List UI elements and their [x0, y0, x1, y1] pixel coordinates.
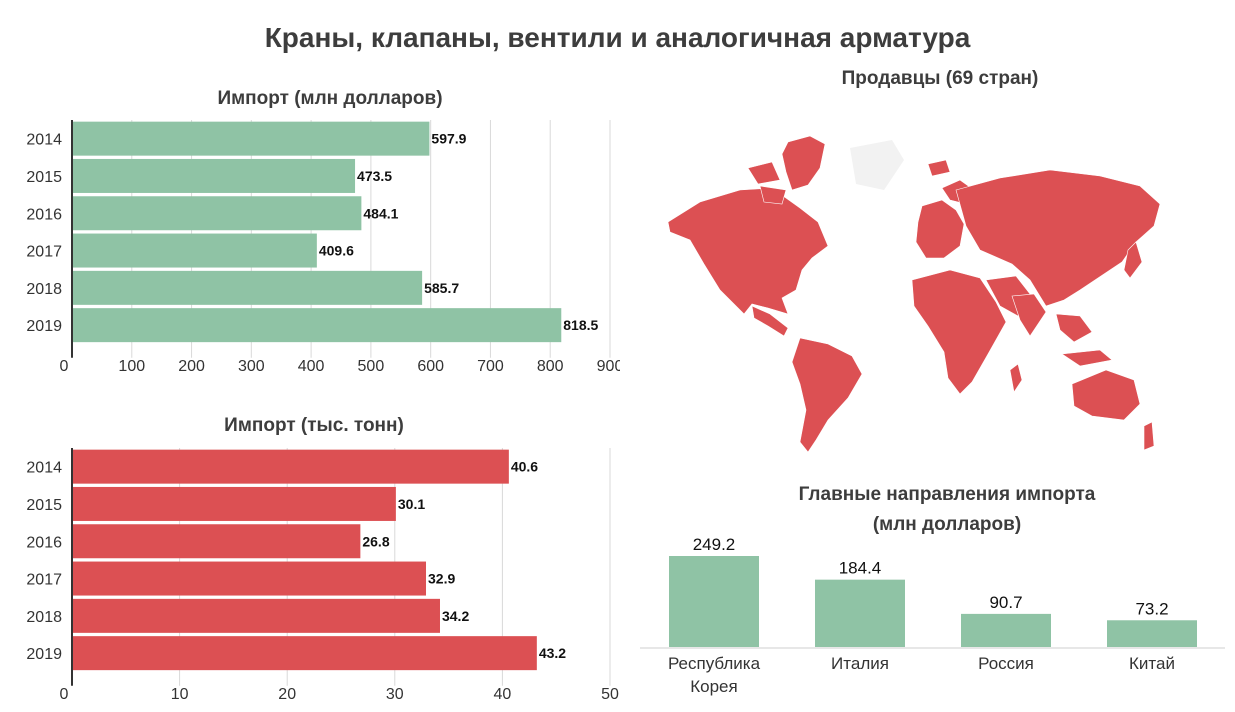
sources-category-label: Россия: [978, 654, 1034, 673]
import-value-chart-title: Импорт (млн долларов): [217, 88, 443, 109]
sellers-map-region: [1009, 363, 1023, 393]
sources-value-label: 184.4: [839, 559, 882, 578]
sellers-map-region: [915, 199, 965, 259]
import-volume-category-label: 2019: [26, 646, 62, 663]
sellers-map-region: [1123, 241, 1143, 279]
import-value-tick-label: 900: [597, 358, 620, 375]
import-value-value-label: 473.5: [357, 168, 392, 184]
import-value-bar: [72, 158, 356, 193]
sources-category-label: Республика: [668, 654, 761, 673]
import-value-bar: [72, 270, 423, 305]
import-volume-tick-label: 10: [171, 686, 189, 703]
import-value-category-label: 2018: [26, 281, 62, 298]
import-volume-value-label: 32.9: [428, 571, 455, 587]
import-sources-chart: 249.2 Республика Корея 184.4 Италия 90.7 Росси…: [640, 535, 1225, 696]
sources-value-label: 249.2: [693, 535, 736, 554]
import-volume-bar: [72, 449, 509, 484]
world-map: [667, 135, 1161, 453]
import-volume-tick-label: 0: [60, 686, 69, 703]
import-value-value-label: 597.9: [431, 131, 466, 147]
sources-category-label: Италия: [831, 654, 889, 673]
sources-bar: [669, 556, 759, 647]
import-volume-bar: [72, 524, 361, 559]
import-volume-value-label: 34.2: [442, 608, 469, 624]
sellers-map-region: [751, 305, 789, 337]
sellers-map-region: [781, 135, 826, 191]
sellers-map-region: [759, 185, 787, 205]
import-value-category-label: 2014: [26, 132, 62, 149]
import-volume-chart-title: Импорт (тыс. тонн): [224, 415, 404, 436]
import-value-bar: [72, 121, 430, 156]
import-value-category-label: 2016: [26, 206, 62, 223]
sellers-map-land: [667, 135, 1161, 453]
import-value-chart: 0 100 200 300 400 500 600 700 800 900 2014 597.9 201…: [26, 120, 620, 375]
import-value-value-label: 409.6: [319, 243, 354, 259]
import-volume-category-label: 2014: [26, 460, 62, 477]
import-value-value-label: 818.5: [563, 317, 598, 333]
sellers-map-region: [791, 337, 863, 453]
import-value-category-label: 2017: [26, 244, 62, 261]
import-volume-value-label: 43.2: [539, 645, 566, 661]
import-volume-category-label: 2017: [26, 572, 62, 589]
import-value-bar: [72, 233, 317, 268]
import-value-tick-label: 100: [118, 358, 145, 375]
import-value-bar: [72, 196, 362, 231]
import-volume-tick-label: 50: [601, 686, 619, 703]
sellers-map-region: [955, 169, 1161, 307]
import-value-tick-label: 300: [238, 358, 265, 375]
sellers-map-region: [1011, 293, 1047, 337]
sources-chart-subtitle: (млн долларов): [872, 514, 1022, 535]
import-volume-tick-label: 40: [494, 686, 512, 703]
import-volume-value-label: 40.6: [511, 459, 538, 475]
import-volume-bar: [72, 598, 440, 633]
import-value-tick-label: 500: [358, 358, 385, 375]
sellers-map-region: [927, 159, 951, 177]
import-value-value-label: 585.7: [424, 280, 459, 296]
sources-value-label: 73.2: [1135, 599, 1168, 618]
import-volume-bar: [72, 561, 427, 596]
import-value-tick-label: 200: [178, 358, 205, 375]
import-value-tick-label: 700: [477, 358, 504, 375]
import-volume-tick-label: 30: [386, 686, 404, 703]
sources-value-label: 90.7: [989, 593, 1022, 612]
sellers-map-region: [1143, 421, 1155, 451]
sellers-map-region: [1071, 369, 1141, 421]
import-volume-chart: 0 10 20 30 40 50 2014 40.6 2015 30.1 2016 26.8 2017 3…: [26, 448, 619, 703]
import-value-bar: [72, 308, 562, 343]
import-volume-category-label: 2018: [26, 609, 62, 626]
sources-category-label: Корея: [690, 677, 737, 696]
page-title: Краны, клапаны, вентили и аналогичная ар…: [264, 22, 971, 53]
import-value-tick-label: 0: [60, 358, 69, 375]
import-volume-value-label: 26.8: [362, 533, 389, 549]
sellers-map-region: [911, 269, 1007, 395]
import-volume-bar: [72, 486, 396, 521]
sellers-map-region: [747, 161, 781, 185]
import-volume-tick-label: 20: [278, 686, 296, 703]
import-value-tick-label: 400: [298, 358, 325, 375]
import-volume-category-label: 2016: [26, 534, 62, 551]
sources-category-label: Китай: [1129, 654, 1175, 673]
import-volume-category-label: 2015: [26, 497, 62, 514]
map-title: Продавцы (69 стран): [841, 68, 1039, 89]
non-seller-map-region: [850, 140, 904, 190]
import-value-tick-label: 600: [417, 358, 444, 375]
sources-chart-title: Главные направления импорта: [798, 484, 1096, 505]
import-value-category-label: 2019: [26, 318, 62, 335]
import-volume-bar: [72, 636, 537, 671]
import-value-category-label: 2015: [26, 169, 62, 186]
sources-bar: [1107, 620, 1197, 647]
import-value-tick-label: 800: [537, 358, 564, 375]
sources-bar: [815, 579, 905, 647]
import-value-value-label: 484.1: [363, 205, 398, 221]
import-volume-value-label: 30.1: [398, 496, 425, 512]
sellers-map-region: [1061, 349, 1113, 367]
sources-bar: [961, 613, 1051, 647]
sellers-map-region: [667, 187, 829, 315]
sellers-map-region: [1055, 313, 1093, 343]
